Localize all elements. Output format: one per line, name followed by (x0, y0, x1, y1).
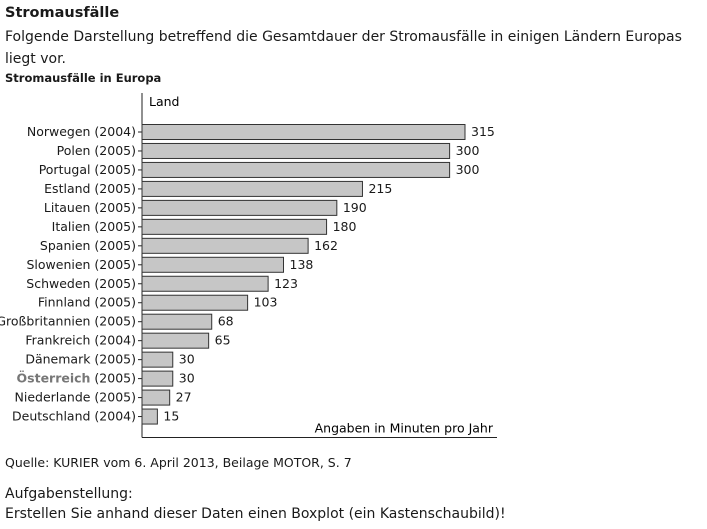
value-label: 138 (290, 257, 314, 272)
bar (141, 294, 249, 311)
category-labels: Norwegen (2004) Polen (2005) Portugal (200… (0, 124, 136, 424)
category-label: Norwegen (2004) (27, 124, 136, 139)
value-label: 300 (456, 143, 480, 158)
bar (141, 237, 309, 254)
value-label: 315 (471, 124, 495, 139)
value-label: 123 (274, 276, 298, 291)
category-label: Dänemark (2005) (25, 352, 136, 367)
category-label: Portugal (2005) (39, 162, 136, 177)
bar (141, 275, 269, 292)
category-label: Slowenien (2005) (26, 257, 136, 272)
category-label: Spanien (2005) (40, 238, 136, 253)
bar (141, 199, 338, 216)
value-label: 30 (179, 352, 195, 367)
value-label: 103 (254, 295, 278, 310)
value-label: 215 (368, 181, 392, 196)
category-label: Frankreich (2004) (25, 333, 136, 348)
value-label: 300 (456, 162, 480, 177)
bar (141, 313, 213, 330)
bar (141, 142, 451, 159)
category-label: Großbritannien (2005) (0, 314, 136, 329)
value-label: 27 (176, 390, 192, 405)
value-label: 15 (163, 409, 179, 424)
task-text: Erstellen Sie anhand dieser Daten einen … (5, 506, 506, 522)
bar (141, 351, 174, 368)
bar-chart: Norwegen (2004) Polen (2005) Portugal (200… (0, 93, 497, 439)
x-axis-label: Angaben in Minuten pro Jahr (315, 421, 494, 436)
intro-text: Folgende Darstellung betreffend die Gesa… (5, 29, 682, 67)
category-label: Schweden (2005) (26, 276, 136, 291)
category-label: Finnland (2005) (38, 295, 136, 310)
bar (141, 370, 174, 387)
value-label: 190 (343, 200, 367, 215)
value-label: 162 (314, 238, 338, 253)
category-label: Italien (2005) (52, 219, 136, 234)
category-label: Polen (2005) (57, 143, 136, 158)
bar (141, 180, 363, 197)
bar (141, 256, 285, 273)
chart-title: Stromausfälle in Europa (5, 71, 162, 85)
category-label: Deutschland (2004) (12, 409, 136, 424)
bar (141, 218, 328, 235)
y-axis-label: Land (149, 94, 179, 109)
category-label: Estland (2005) (44, 181, 136, 196)
bar (141, 124, 466, 140)
value-label: 65 (215, 333, 231, 348)
bar (141, 161, 451, 178)
bar (141, 389, 171, 406)
source-note: Quelle: KURIER vom 6. April 2013, Beilag… (5, 455, 352, 470)
category-label: Österreich (2005) (17, 371, 136, 386)
category-label: Litauen (2005) (44, 200, 136, 215)
bar (141, 408, 158, 425)
page-title: Stromausfälle (5, 5, 120, 21)
bars (141, 124, 466, 425)
bar (141, 332, 210, 349)
category-label: Niederlande (2005) (15, 390, 137, 405)
value-label: 180 (333, 219, 357, 234)
task-title: Aufgabenstellung: (5, 486, 133, 502)
value-label: 68 (218, 314, 234, 329)
value-label: 30 (179, 371, 195, 386)
